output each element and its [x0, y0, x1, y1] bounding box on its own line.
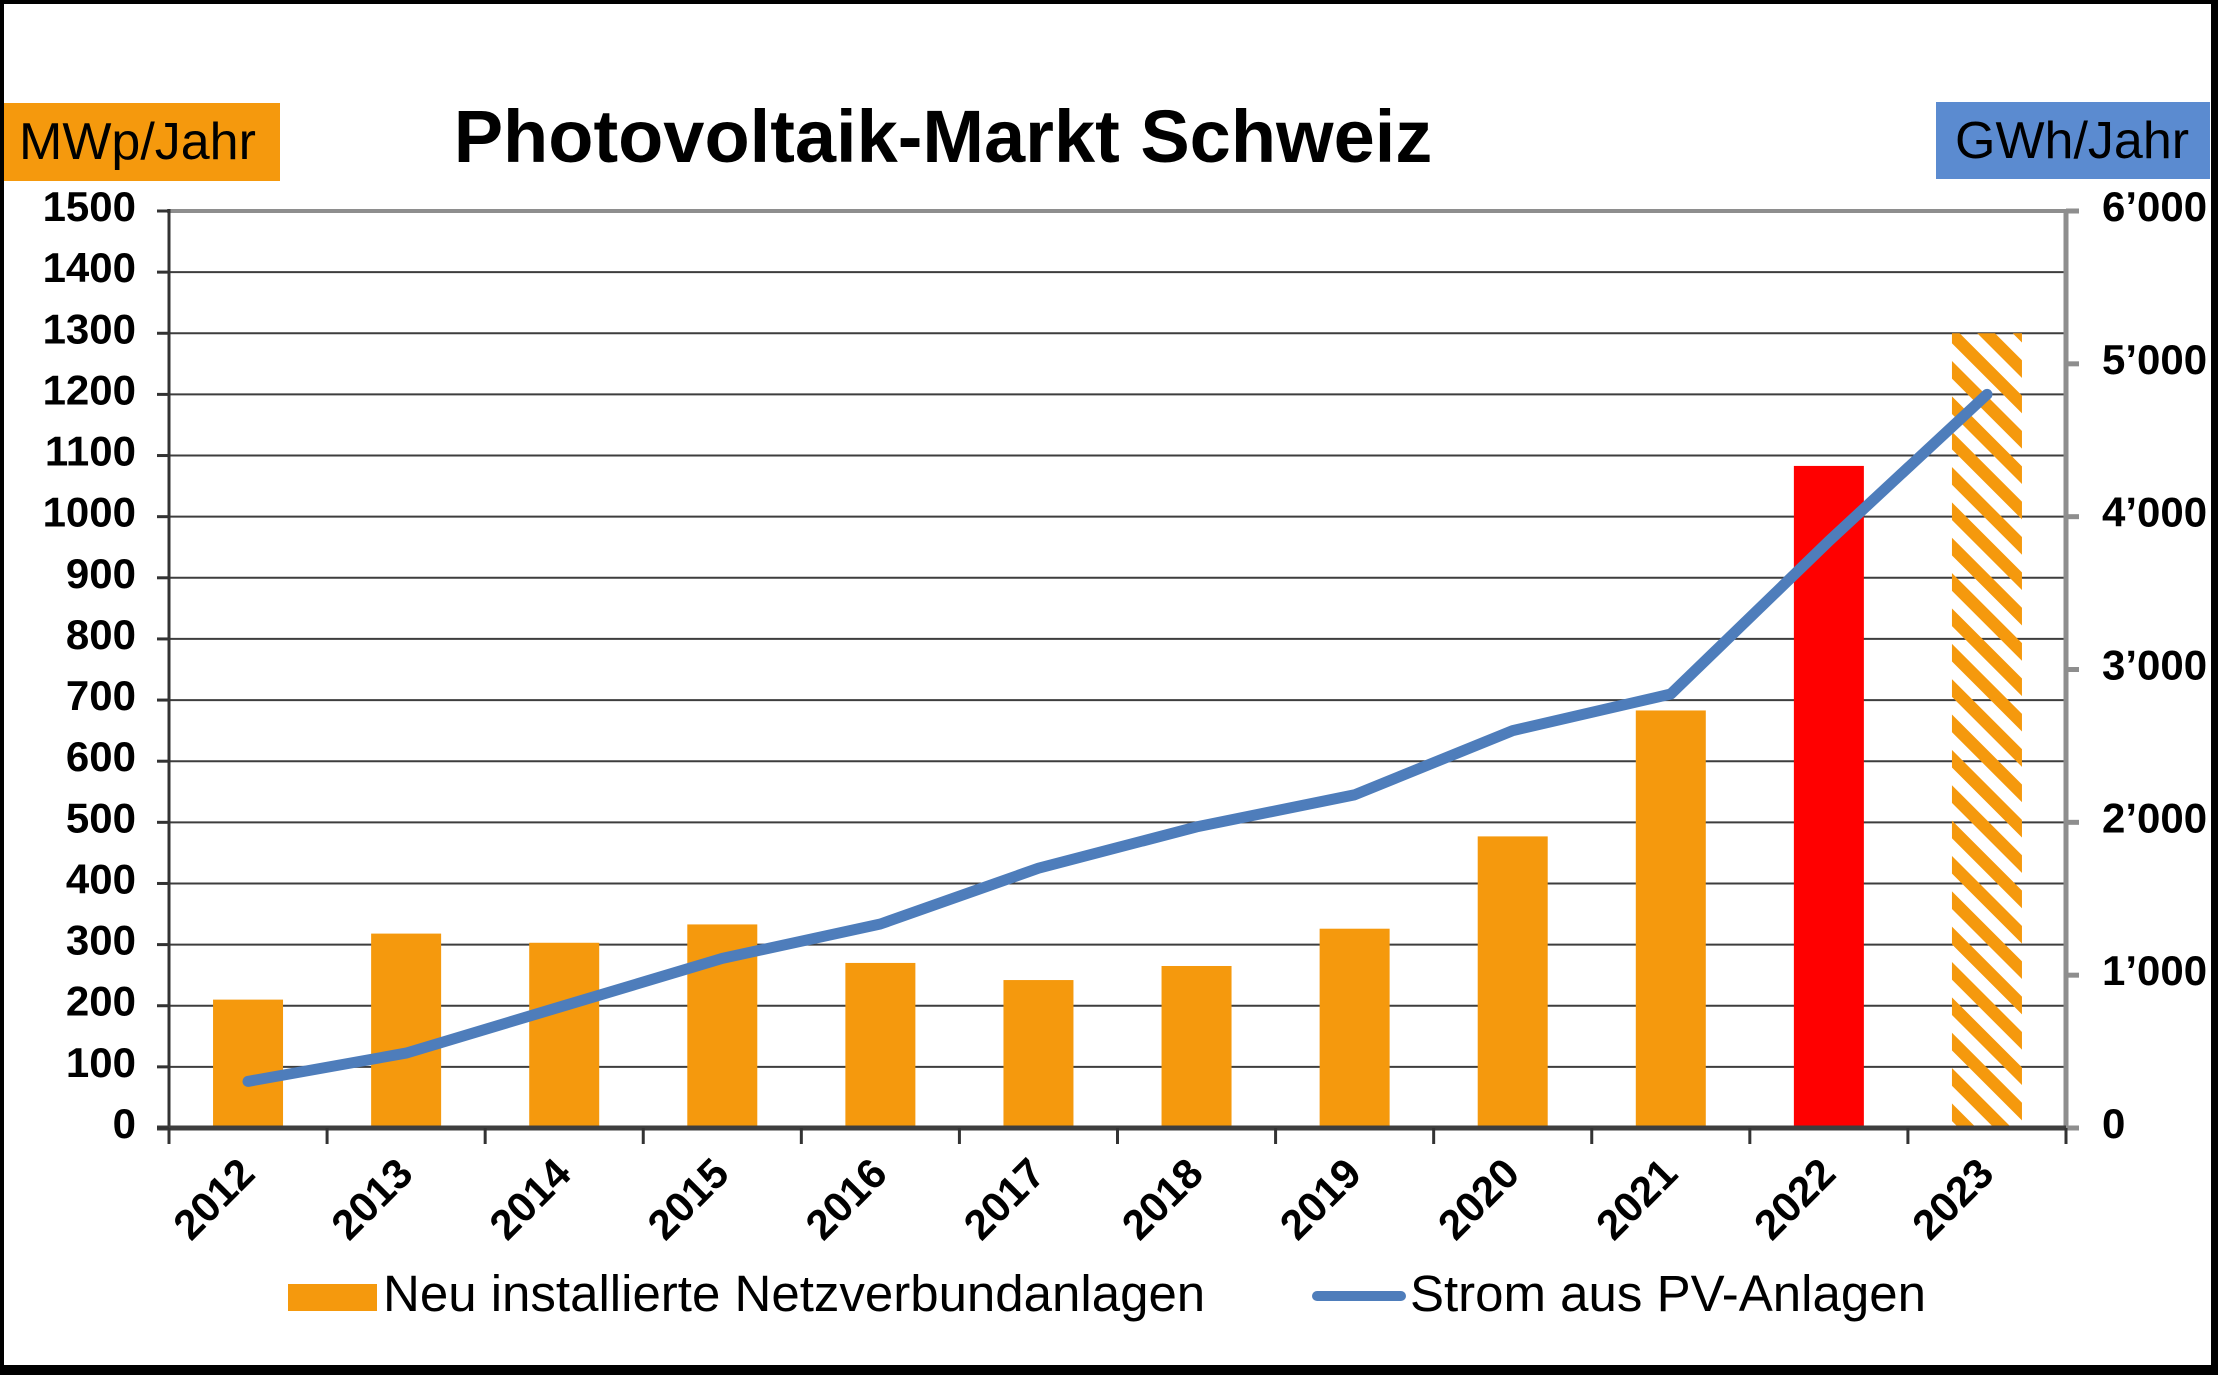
pv-line-series: [242, 388, 1993, 1087]
bar-2018: [1161, 965, 1232, 1128]
left-axis-label-1100: 1100: [45, 428, 136, 475]
left-axis-label-1300: 1300: [43, 305, 136, 352]
chart-title: Photovoltaik-Markt Schweiz: [453, 95, 1433, 178]
x-axis-label-2022: 2022: [1745, 1149, 1844, 1248]
bar-2023: [1951, 333, 2022, 1128]
right-axis-label-0: 0: [2102, 1100, 2125, 1147]
bar-2012: [213, 999, 284, 1128]
bar-2017: [1003, 980, 1074, 1128]
left-axis-label-600: 600: [66, 733, 136, 780]
bar-2022: [1793, 465, 1864, 1128]
x-axis-label-2023: 2023: [1903, 1149, 2002, 1248]
left-axis-label-800: 800: [66, 611, 136, 658]
x-axis-label-2016: 2016: [796, 1149, 895, 1248]
right-axis-label-5: 5’000: [2102, 336, 2207, 383]
legend-line-swatch: [1312, 1291, 1406, 1301]
legend-bar-swatch: [288, 1284, 377, 1311]
frame-left: [0, 0, 4, 1375]
frame-right: [2211, 0, 2218, 1375]
x-axis-label-2020: 2020: [1429, 1149, 1528, 1248]
right-axis-label-4: 4’000: [2102, 489, 2207, 536]
left-axis-label-1200: 1200: [43, 366, 136, 413]
x-axis-label-2014: 2014: [480, 1149, 580, 1249]
right-axis-label-6: 6’000: [2102, 183, 2207, 230]
bar-2021: [1635, 710, 1706, 1128]
right-axis-label-3: 3’000: [2102, 642, 2207, 689]
right-axis-unit-label: GWh/Jahr: [1955, 111, 2190, 170]
x-axis-label-2021: 2021: [1587, 1149, 1686, 1248]
bar-2014: [529, 942, 600, 1128]
left-axis-label-1000: 1000: [43, 489, 136, 536]
left-axis-label-500: 500: [66, 794, 136, 841]
bar-2019: [1319, 928, 1390, 1128]
right-axis-label-1: 1’000: [2102, 947, 2207, 994]
left-axis-label-0: 0: [113, 1100, 136, 1147]
bar-2020: [1477, 836, 1548, 1128]
left-axis-label-300: 300: [66, 917, 136, 964]
left-axis-label-200: 200: [66, 978, 136, 1025]
left-axis-unit-label: MWp/Jahr: [19, 113, 256, 171]
legend-bar-label: Neu installierte Netzverbundanlagen: [383, 1265, 1206, 1322]
frame-top: [0, 0, 2218, 4]
x-axis-label-2018: 2018: [1113, 1149, 1212, 1248]
left-axis-label-900: 900: [66, 550, 136, 597]
left-axis-label-100: 100: [66, 1039, 136, 1086]
left-axis-label-700: 700: [66, 672, 136, 719]
bar-2013: [371, 933, 442, 1128]
x-axis-label-2017: 2017: [955, 1149, 1054, 1248]
x-axis-label-2013: 2013: [322, 1149, 421, 1248]
bar-2016: [845, 962, 916, 1128]
left-axis-label-1400: 1400: [43, 244, 136, 291]
right-axis-unit-box: GWh/Jahr: [1936, 102, 2210, 179]
x-axis-label-2019: 2019: [1271, 1149, 1370, 1248]
frame-bottom: [0, 1365, 2218, 1375]
x-axis-label-2015: 2015: [638, 1149, 737, 1248]
left-axis-label-400: 400: [66, 855, 136, 902]
left-axis-label-1500: 1500: [43, 183, 136, 230]
legend-line-label: Strom aus PV-Anlagen: [1410, 1265, 1926, 1322]
x-axis-label-2012: 2012: [164, 1149, 263, 1248]
left-axis-unit-box: MWp/Jahr: [4, 103, 280, 181]
right-axis-label-2: 2’000: [2102, 794, 2207, 841]
